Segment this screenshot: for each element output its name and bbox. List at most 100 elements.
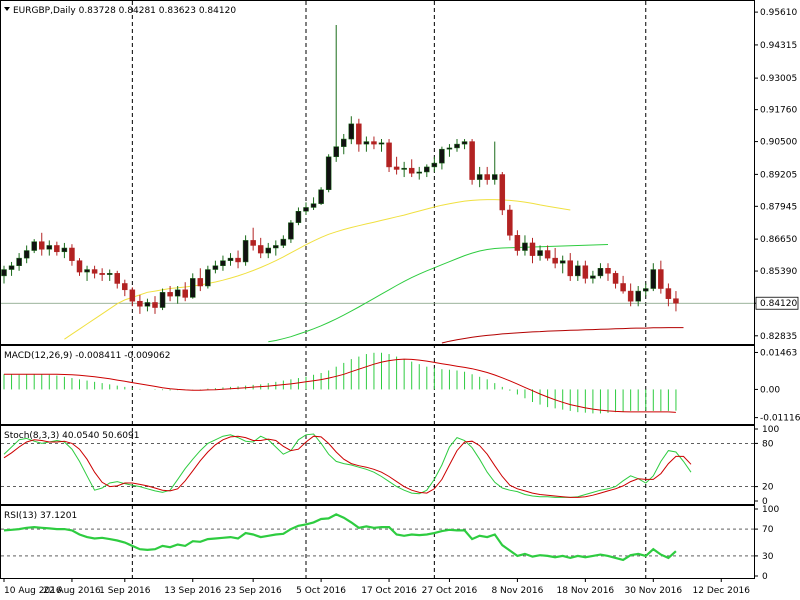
candle xyxy=(461,139,468,150)
x-axis-label: 13 Sep 2016 xyxy=(164,586,221,596)
candle xyxy=(8,261,15,276)
candle-body xyxy=(46,245,53,250)
candle-body xyxy=(137,300,143,307)
candle-body xyxy=(612,273,619,284)
x-axis-label: 10 Aug 2016 xyxy=(4,586,62,596)
candle-body xyxy=(492,174,498,180)
candle xyxy=(242,235,249,266)
candle xyxy=(227,253,234,266)
candle xyxy=(174,286,181,304)
candle-body xyxy=(303,207,309,212)
candle-body xyxy=(122,283,128,291)
stoch-signal-line xyxy=(3,435,692,498)
candle-body xyxy=(605,268,611,274)
candle-body xyxy=(39,241,45,250)
candle xyxy=(280,235,287,248)
candle xyxy=(612,270,619,289)
candle xyxy=(454,139,460,152)
macd-axis-label: 0.00 xyxy=(760,385,780,395)
candle-body xyxy=(522,242,528,251)
candle xyxy=(23,245,30,264)
stochastic-panel xyxy=(1,433,754,498)
candle xyxy=(559,255,566,274)
candle-body xyxy=(325,156,332,190)
candle xyxy=(325,154,332,193)
candle xyxy=(46,240,53,256)
moving-average-slow-line xyxy=(441,327,684,344)
candle-body xyxy=(280,238,287,246)
candle xyxy=(597,263,604,279)
candle-body xyxy=(582,265,589,279)
candle xyxy=(182,282,188,302)
candle xyxy=(575,260,581,281)
candle-body xyxy=(8,265,15,270)
candle-body xyxy=(235,257,241,263)
candle xyxy=(522,235,528,256)
candle xyxy=(582,260,589,284)
price-header: EURGBP,Daily 0.83728 0.84281 0.83623 0.8… xyxy=(4,6,236,16)
candle xyxy=(69,244,75,266)
candle-body xyxy=(424,166,430,173)
candle xyxy=(310,197,317,210)
candle-body xyxy=(514,235,521,251)
candle-body xyxy=(220,260,226,266)
candle xyxy=(552,247,558,269)
candle-body xyxy=(99,273,105,275)
axis-labels: 0.95610 0.94315 0.93005 0.91760 0.90500 0.892… xyxy=(3,8,800,596)
candle-body xyxy=(212,265,219,270)
price-axis-label: 0.84120 xyxy=(760,299,797,309)
candle xyxy=(544,245,551,261)
dropdown-arrow-icon[interactable] xyxy=(4,7,10,11)
rsi-axis-label: 100 xyxy=(762,505,779,515)
candle xyxy=(39,232,45,256)
candle xyxy=(499,171,506,216)
x-axis-label: 22 Aug 2016 xyxy=(43,586,101,596)
candle xyxy=(627,283,634,307)
candle-body xyxy=(1,269,7,277)
candle xyxy=(431,156,438,172)
candle xyxy=(54,241,60,256)
candle-body xyxy=(386,142,392,168)
x-axis-label: 8 Nov 2016 xyxy=(491,586,543,596)
candle xyxy=(446,144,453,157)
candle-body xyxy=(31,241,37,251)
candle xyxy=(590,270,596,284)
price-axis-label: 0.86650 xyxy=(760,235,797,245)
candle xyxy=(469,139,475,185)
candle-body xyxy=(197,278,204,287)
x-axis-label: 17 Oct 2016 xyxy=(361,586,417,596)
candle-body xyxy=(635,290,641,302)
candle-body xyxy=(318,189,324,204)
candle xyxy=(363,136,370,152)
stoch-main-line xyxy=(3,433,692,498)
candle-body xyxy=(476,174,483,180)
candle-body xyxy=(356,123,362,145)
price-axis-label: 0.94315 xyxy=(760,41,797,51)
candle xyxy=(212,260,219,274)
price-axis-label: 0.91760 xyxy=(760,106,797,116)
candle xyxy=(439,146,445,170)
candle xyxy=(393,156,400,175)
candle-body xyxy=(23,250,30,259)
candle-body xyxy=(84,269,90,273)
candle-body xyxy=(16,257,22,266)
candle-body xyxy=(106,273,113,275)
candle xyxy=(235,250,241,269)
candle-body xyxy=(454,143,460,149)
candle-body xyxy=(408,167,415,174)
candle-body xyxy=(242,240,249,263)
candle-body xyxy=(627,290,634,302)
candle xyxy=(567,253,573,281)
candle-body xyxy=(401,167,407,170)
candle-body xyxy=(658,269,664,289)
panel-frames xyxy=(0,0,755,579)
price-axis-label: 0.82835 xyxy=(760,332,797,342)
candle xyxy=(658,260,664,294)
candle xyxy=(84,265,90,281)
candle-body xyxy=(348,123,355,140)
candle xyxy=(273,240,279,256)
price-axis-label: 0.89205 xyxy=(760,170,797,180)
stoch-panel-frame xyxy=(0,425,755,505)
